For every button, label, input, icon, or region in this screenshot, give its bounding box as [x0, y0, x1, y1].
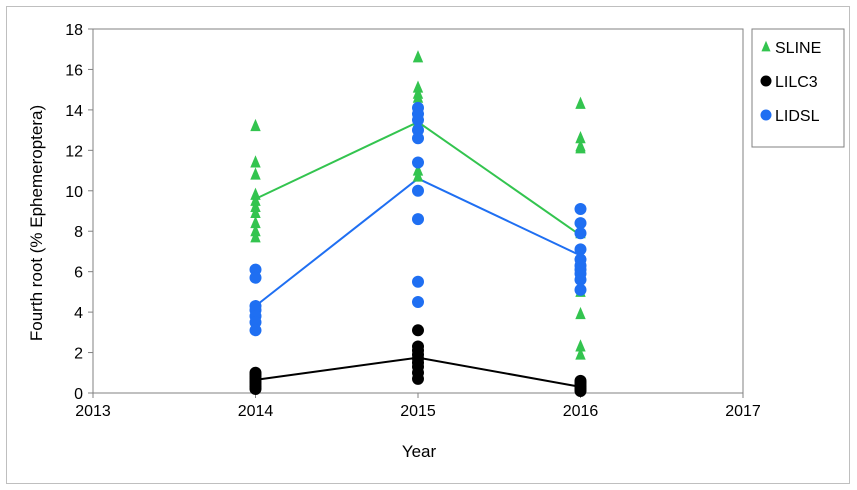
x-tick-label: 2013 [75, 403, 111, 420]
legend-marker-triangle [761, 40, 771, 52]
data-point-sline [575, 347, 586, 360]
x-axis-title: Year [402, 442, 437, 461]
data-point-sline [412, 50, 424, 63]
data-point-sline [250, 215, 261, 229]
y-tick-label: 16 [65, 62, 83, 79]
data-point-sline [250, 167, 261, 180]
data-point-lidsl [412, 213, 424, 226]
data-point-sline [575, 339, 586, 352]
data-point-sline [575, 306, 586, 320]
data-point-lidsl [249, 271, 262, 284]
data-point-sline [412, 90, 424, 103]
data-point-lilc3 [249, 382, 262, 395]
x-tick-label: 2014 [238, 403, 274, 420]
data-point-lidsl [412, 156, 424, 169]
data-point-lidsl [574, 273, 587, 286]
data-point-sline [250, 205, 261, 219]
data-point-lidsl [574, 202, 587, 215]
x-tick-label: 2016 [563, 403, 599, 420]
data-point-lilc3 [412, 372, 424, 385]
data-point-lidsl [249, 324, 262, 337]
data-point-lidsl [574, 243, 587, 256]
y-tick-label: 6 [74, 265, 83, 282]
data-point-lidsl [574, 227, 587, 240]
data-point-lidsl [574, 217, 587, 230]
data-point-sline [250, 118, 261, 132]
data-point-sline [250, 230, 261, 243]
data-point-lidsl [412, 296, 424, 308]
data-point-lidsl [412, 114, 424, 126]
y-tick-label: 18 [65, 22, 83, 39]
chart-frame [6, 6, 850, 484]
data-point-lilc3 [574, 384, 587, 397]
legend-label: LILC3 [775, 74, 818, 91]
y-tick-label: 14 [65, 103, 83, 120]
data-point-lidsl [574, 283, 587, 296]
legend-marker-circle [760, 109, 772, 121]
data-markers [249, 50, 587, 397]
y-tick-label: 8 [74, 224, 83, 241]
y-axis-title: Fourth root (% Ephemeroptera) [27, 105, 46, 341]
data-point-lidsl [412, 275, 424, 288]
data-point-lidsl [412, 132, 424, 145]
data-point-lidsl [412, 184, 424, 197]
x-tick-label: 2017 [725, 403, 761, 420]
data-point-sline [575, 96, 586, 109]
data-point-lilc3 [412, 324, 424, 337]
legend: SLINE LILC3 LIDSL [751, 28, 845, 148]
axes: 0 2 4 6 8 10 12 14 16 18 2013 2014 2015 2016 2017 [65, 22, 761, 420]
legend-marker-circle [760, 75, 772, 87]
legend-label: LIDSL [775, 108, 820, 125]
data-point-sline [250, 155, 261, 168]
y-tick-label: 2 [74, 346, 83, 363]
data-point-sline [575, 131, 586, 144]
legend-label: SLINE [775, 40, 821, 57]
y-tick-label: 10 [65, 184, 83, 201]
x-tick-label: 2015 [400, 403, 436, 420]
data-point-sline [412, 169, 424, 182]
data-point-sline [575, 141, 586, 154]
y-tick-label: 0 [74, 386, 83, 403]
y-tick-label: 4 [74, 305, 83, 322]
y-tick-label: 12 [65, 143, 83, 160]
